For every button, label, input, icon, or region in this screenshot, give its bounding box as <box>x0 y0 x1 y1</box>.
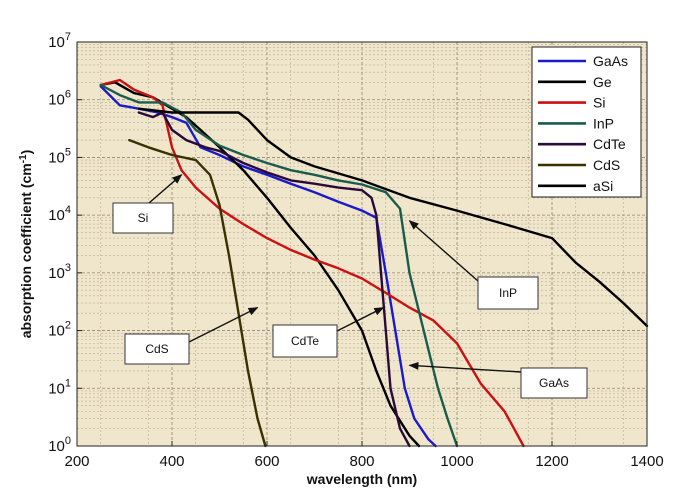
annotation-arrow-si <box>148 174 183 204</box>
y-tick-label: 101 <box>48 377 71 397</box>
legend-label-inp: InP <box>593 115 614 131</box>
series-line-cds <box>128 138 267 448</box>
x-tick-label: 1000 <box>440 453 473 470</box>
annotation-box-cdte <box>272 324 338 358</box>
annotation-arrow-inp <box>408 220 479 282</box>
legend-label-cdte: CdTe <box>593 136 626 152</box>
annotation-label-inp: InP <box>499 286 517 300</box>
legend-label-asi: aSi <box>593 178 613 194</box>
series-line-cdte <box>137 111 411 448</box>
y-tick-label: 102 <box>48 320 71 340</box>
annotation-box-gaas <box>520 367 588 399</box>
legend-label-si: Si <box>593 95 605 111</box>
y-tick-label: 107 <box>48 31 71 51</box>
y-axis-ticks: 100 101 102 103 104 105 106 107 <box>48 31 82 455</box>
y-tick-label: 100 <box>48 435 71 455</box>
x-tick-label: 1200 <box>535 453 568 470</box>
annotation-label-si: Si <box>138 211 149 225</box>
annotation-arrow-gaas <box>408 361 522 373</box>
annotations: Si CdS CdTe InP GaAs <box>112 174 588 399</box>
x-tick-label: 600 <box>254 453 279 470</box>
y-tick-label: 106 <box>48 89 71 109</box>
annotation-box-cds <box>124 333 190 365</box>
y-tick-label: 105 <box>48 146 71 166</box>
annotation-box-si <box>112 202 174 234</box>
y-axis-title: absorption coefficient (cm-1) <box>18 150 35 339</box>
x-tick-label: 1400 <box>630 453 663 470</box>
y-tick-label: 103 <box>48 262 71 282</box>
x-tick-label: 200 <box>64 453 89 470</box>
series-line-inp <box>99 83 459 448</box>
annotation-label-cdte: CdTe <box>291 334 319 348</box>
y-axis-title-sup: -1 <box>18 154 29 163</box>
annotation-arrow-cdte <box>336 306 385 332</box>
x-axis-ticks: 200 400 600 800 1000 1200 1400 <box>64 441 664 470</box>
x-tick-label: 800 <box>349 453 374 470</box>
legend-label-cds: CdS <box>593 157 620 173</box>
x-tick-label: 400 <box>159 453 184 470</box>
y-tick-label: 104 <box>48 204 71 224</box>
legend-box <box>531 46 642 198</box>
legend: GaAs Ge Si InP CdTe CdS aSi <box>531 46 642 198</box>
annotation-arrow-cds <box>188 306 259 343</box>
series-line-asi <box>137 107 649 328</box>
x-axis-title: wavelength (nm) <box>306 471 417 487</box>
legend-label-gaas: GaAs <box>593 53 628 69</box>
series-layer <box>99 78 649 448</box>
annotation-label-cds: CdS <box>145 342 168 356</box>
annotation-box-inp <box>477 276 539 310</box>
annotation-label-gaas: GaAs <box>539 376 569 390</box>
legend-items: GaAs Ge Si InP CdTe CdS aSi <box>538 53 628 194</box>
legend-label-ge: Ge <box>593 74 612 90</box>
